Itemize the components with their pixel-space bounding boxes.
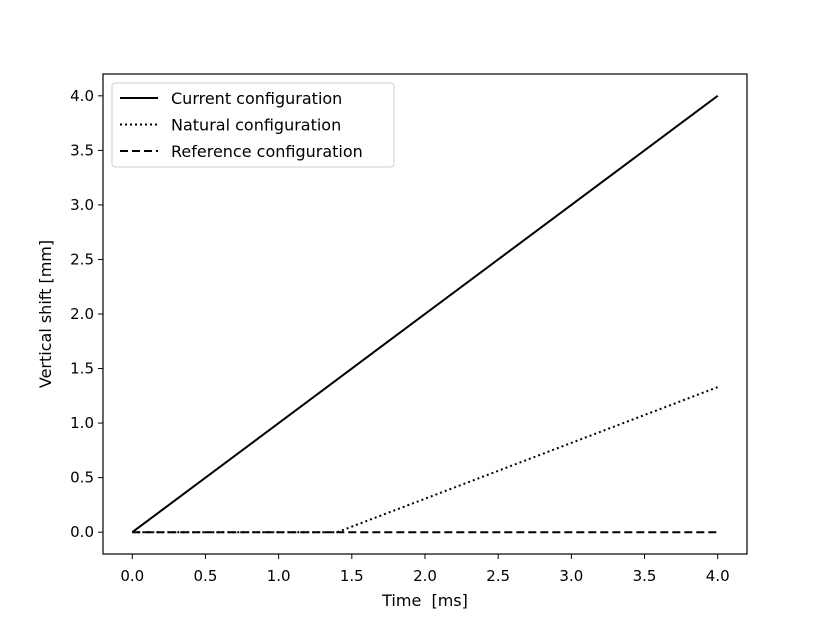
y-tick-label: 3.5 (70, 141, 94, 159)
x-axis-ticks: 0.0 0.5 1.0 1.5 2.0 2.5 3.0 3.5 4.0 (120, 554, 730, 585)
y-tick-label: 1.0 (70, 414, 94, 432)
legend-label: Natural configuration (171, 116, 341, 135)
series-line-2 (132, 386, 719, 534)
x-tick-label: 0.0 (120, 567, 144, 585)
plot-lines (131, 94, 719, 534)
x-tick-label: 1.0 (267, 567, 291, 585)
legend-label: Current configuration (171, 89, 342, 108)
y-tick-label: 2.5 (70, 250, 94, 268)
legend: Current configuration Natural configurati… (111, 82, 395, 168)
y-tick-label: 4.0 (70, 87, 94, 105)
series-line-1 (131, 94, 719, 534)
y-axis-ticks: 0.0 0.5 1.0 1.5 2.0 2.5 3.0 3.5 4.0 (70, 87, 103, 541)
x-tick-label: 1.5 (340, 567, 364, 585)
y-tick-label: 0.0 (70, 523, 94, 541)
legend-box (111, 82, 395, 168)
x-tick-label: 3.5 (633, 567, 657, 585)
y-axis-label: Vertical shift [mm] (36, 240, 55, 388)
x-tick-label: 4.0 (706, 567, 730, 585)
y-tick-label: 2.0 (70, 305, 94, 323)
x-tick-label: 2.5 (486, 567, 510, 585)
x-axis-label: Time [ms] (381, 591, 468, 610)
y-tick-label: 1.5 (70, 360, 94, 378)
y-tick-label: 3.0 (70, 196, 94, 214)
x-tick-label: 0.5 (194, 567, 218, 585)
x-tick-label: 3.0 (559, 567, 583, 585)
y-tick-label: 0.5 (70, 469, 94, 487)
legend-label: Reference configuration (171, 142, 363, 161)
x-tick-label: 2.0 (413, 567, 437, 585)
